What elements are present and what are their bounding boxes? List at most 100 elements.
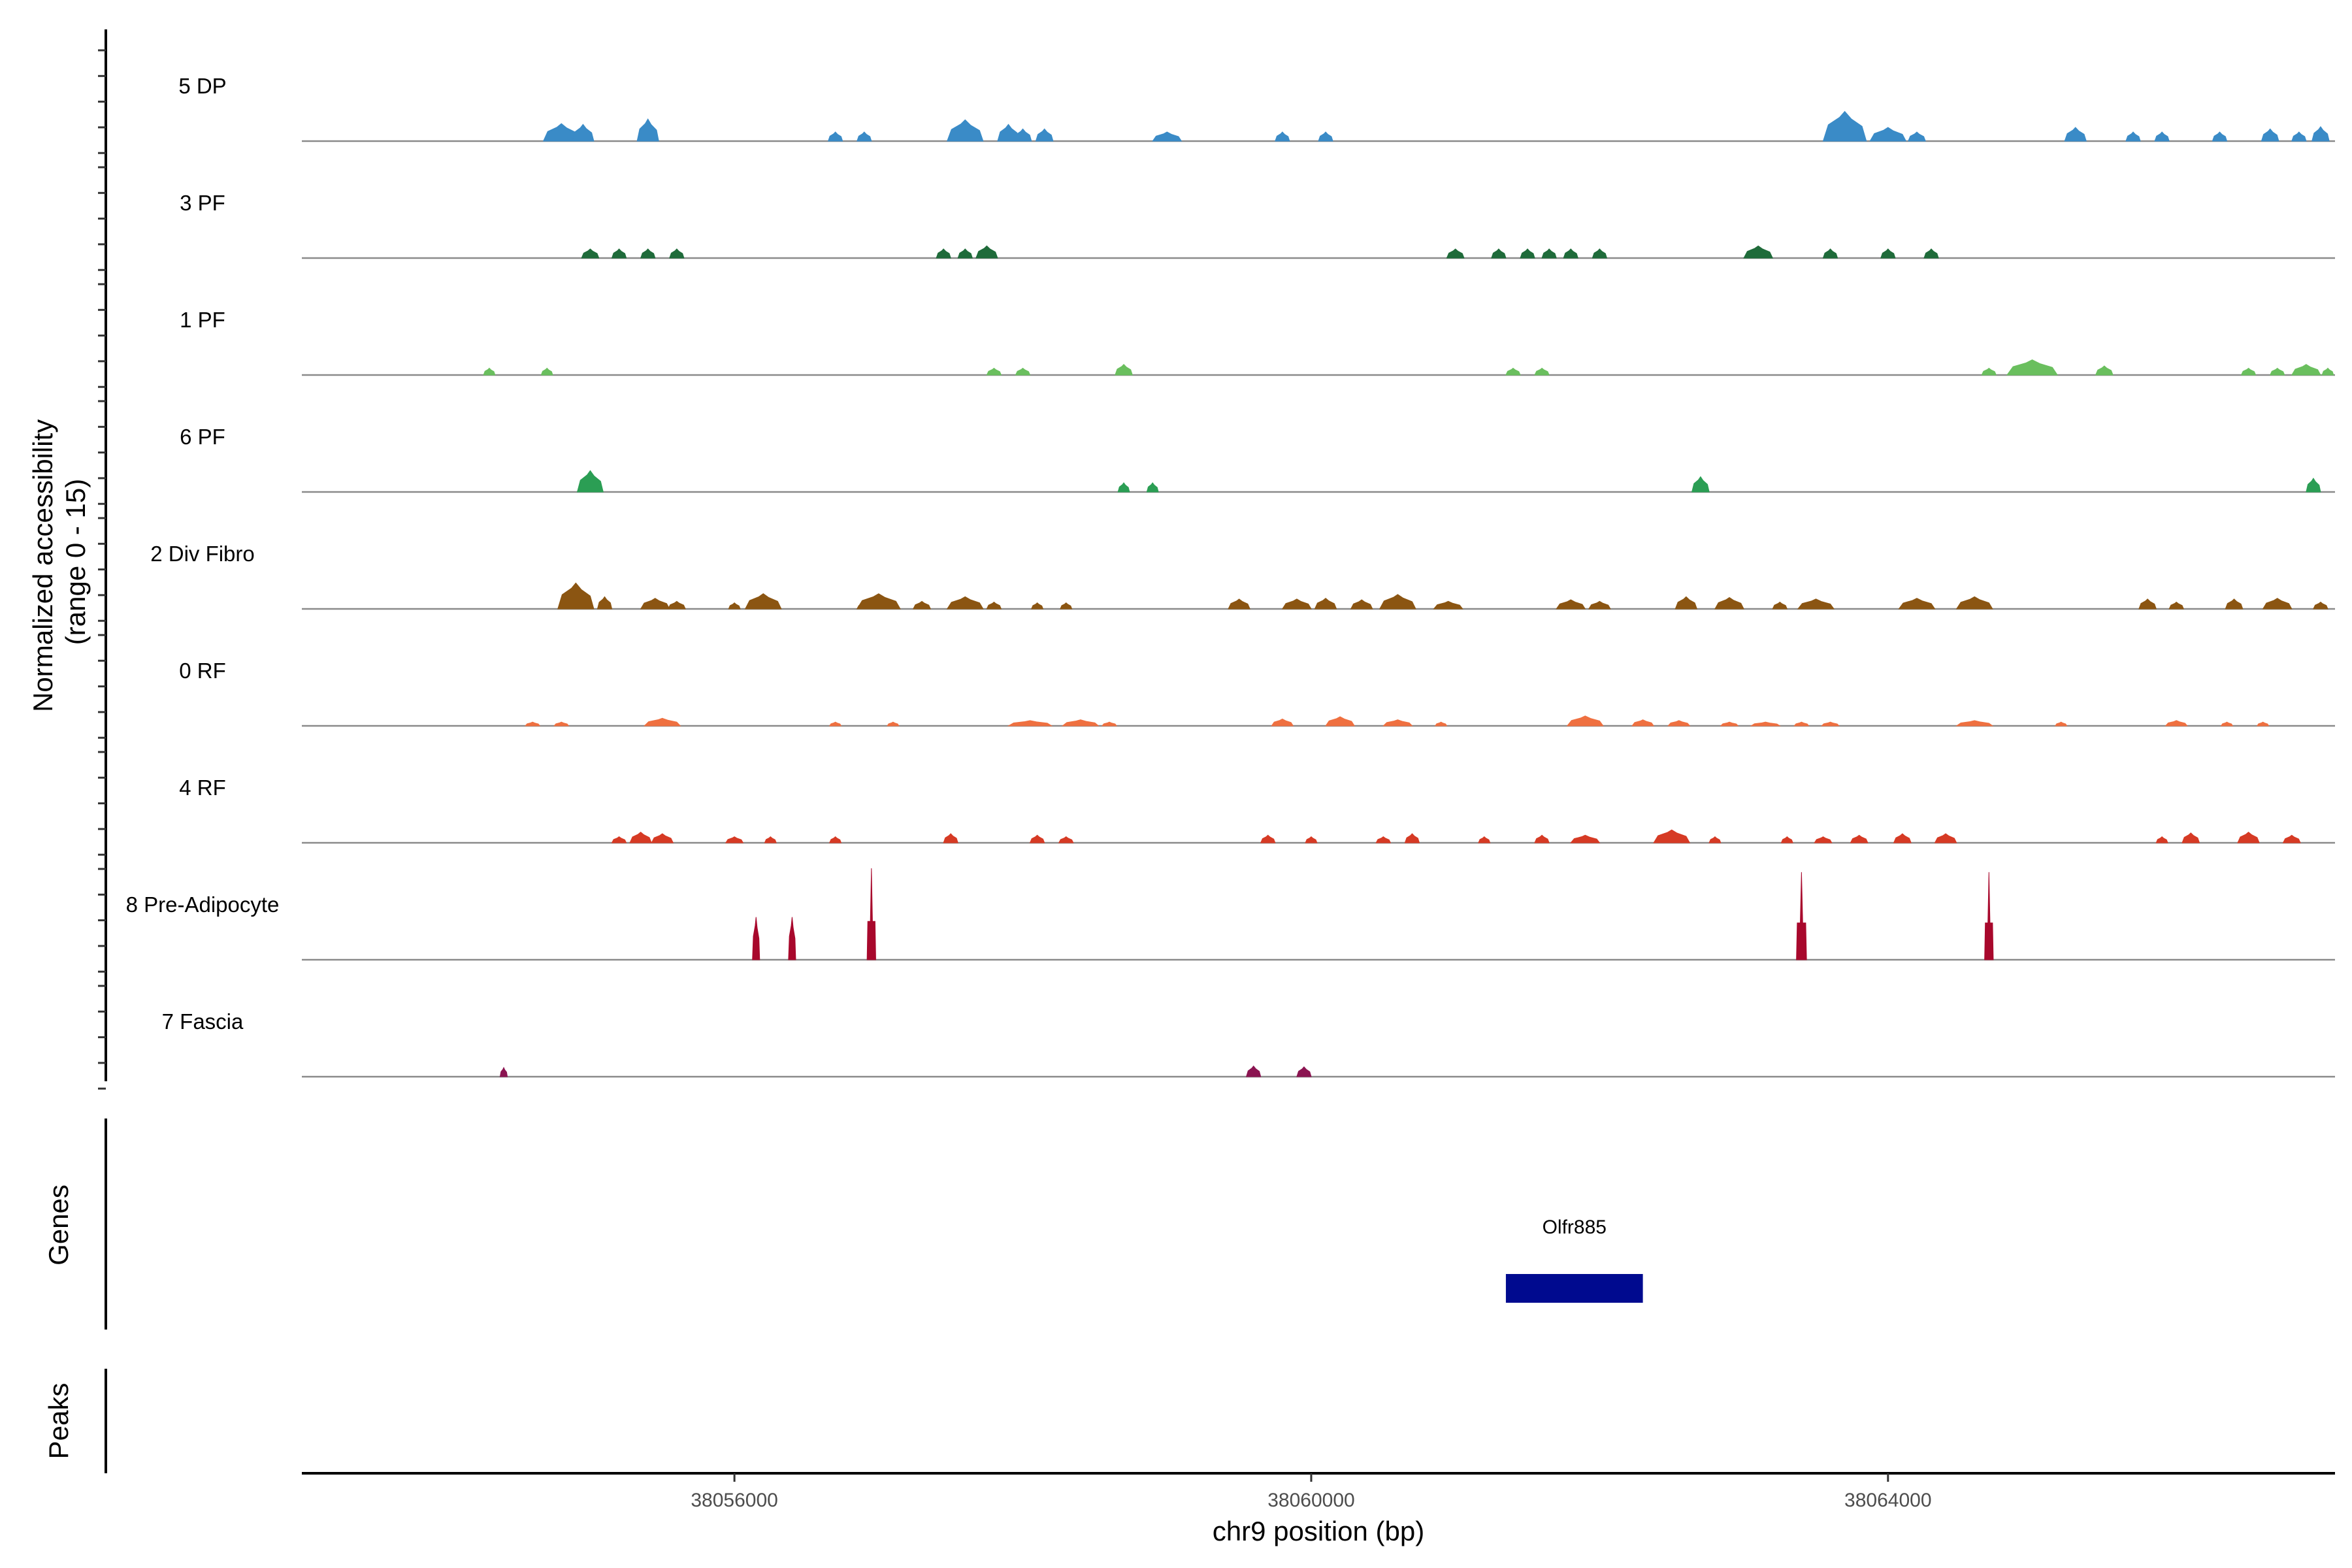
coverage-peak xyxy=(1592,248,1608,259)
coverage-peak xyxy=(611,836,627,843)
track-3-pf: 3 PF xyxy=(180,191,2335,259)
coverage-peak xyxy=(1146,482,1159,493)
coverage-peak xyxy=(2220,721,2234,727)
track-label: 6 PF xyxy=(180,425,225,449)
coverage-peak xyxy=(827,131,843,142)
coverage-peak xyxy=(2256,721,2270,727)
coverage-peak xyxy=(2306,478,2321,493)
coverage-peak xyxy=(1955,720,1994,727)
coverage-peak xyxy=(946,119,984,142)
coverage-peak xyxy=(1007,720,1053,727)
coverage-peak xyxy=(1115,363,1133,376)
coverage-peak xyxy=(540,367,553,376)
coverage-peak xyxy=(957,248,973,259)
coverage-peak xyxy=(557,582,595,610)
coverage-peak xyxy=(1260,834,1276,843)
coverage-peak xyxy=(986,367,1002,376)
coverage-peak xyxy=(2262,598,2293,610)
coverage-peak xyxy=(866,868,876,960)
track-label: 0 RF xyxy=(179,659,226,683)
coverage-peak xyxy=(1674,596,1698,610)
coverage-peak xyxy=(1520,248,1535,259)
coverage-peak xyxy=(596,596,613,610)
coverage-peak xyxy=(1667,720,1691,727)
coverage-peak xyxy=(1556,599,1586,610)
coverage-y-title-line2: (range 0 - 15) xyxy=(60,479,91,645)
coverage-peak xyxy=(1780,836,1793,843)
coverage-peak xyxy=(1797,598,1835,610)
coverage-peak xyxy=(2212,131,2228,142)
coverage-peak xyxy=(1822,248,1838,259)
coverage-peak xyxy=(611,248,627,259)
coverage-peak xyxy=(1923,248,1939,259)
coverage-peak xyxy=(1566,715,1604,727)
coverage-peak xyxy=(2269,367,2285,376)
coverage-peak xyxy=(1433,600,1463,610)
coverage-y-axis-title: Normalized accessibility (range 0 - 15) xyxy=(27,412,91,712)
coverage-peak xyxy=(2154,131,2170,142)
coverage-peak xyxy=(1350,599,1373,610)
coverage-peak xyxy=(1035,128,1054,142)
track-4-rf: 4 RF xyxy=(179,776,2335,844)
coverage-peak xyxy=(1898,598,1936,610)
coverage-peak xyxy=(1434,721,1448,727)
coverage-peak xyxy=(1984,872,1994,960)
coverage-peak xyxy=(943,833,958,843)
coverage-peak xyxy=(752,917,760,960)
x-axis-ticks: 38056000 38060000 38064000 xyxy=(691,1473,1932,1511)
coverage-peak xyxy=(1058,836,1074,843)
coverage-peak xyxy=(2311,125,2330,142)
coverage-peak xyxy=(667,600,686,610)
coverage-peak xyxy=(1318,131,1333,142)
x-axis-title: chr9 position (bp) xyxy=(1213,1516,1425,1546)
coverage-peak xyxy=(728,602,741,610)
coverage-peak xyxy=(913,600,932,610)
coverage-peak xyxy=(1382,719,1413,727)
x-tick-label: 38060000 xyxy=(1267,1490,1354,1511)
genes-panel-label: Genes xyxy=(43,1184,74,1266)
coverage-peak xyxy=(936,248,951,259)
peaks-panel-label: Peaks xyxy=(43,1383,74,1460)
coverage-peak xyxy=(1060,602,1073,610)
coverage-peak xyxy=(2168,601,2185,610)
coverage-tracks: 5 DP 3 PF 1 PF 6 PF 2 Div Fibro 0 RF 4 RF 8 Pre… xyxy=(126,74,2335,1078)
gene-track: Olfr885 xyxy=(1505,1217,1643,1303)
track-label: 4 RF xyxy=(179,776,226,800)
coverage-peak xyxy=(2125,131,2141,142)
coverage-peak xyxy=(1750,721,1781,727)
x-tick-label: 38064000 xyxy=(1844,1490,1931,1511)
track-7-fascia: 7 Fascia xyxy=(162,1009,2335,1078)
coverage-peak xyxy=(829,836,842,843)
coverage-peak xyxy=(2054,721,2068,727)
coverage-peak xyxy=(2291,364,2321,376)
coverage-peak xyxy=(1404,833,1420,843)
coverage-peak xyxy=(1029,834,1045,843)
coverage-peak xyxy=(651,833,674,843)
coverage-peak xyxy=(1245,1065,1262,1077)
coverage-peak xyxy=(1981,367,1997,376)
coverage-peak xyxy=(1505,367,1521,376)
track-label: 5 DP xyxy=(178,74,226,98)
coverage-peak xyxy=(975,245,998,259)
coverage-peak xyxy=(887,721,900,727)
track-label: 2 Div Fibro xyxy=(150,542,255,566)
coverage-peak xyxy=(499,1066,508,1077)
coverage-peak xyxy=(1061,719,1100,727)
coverage-peak xyxy=(2261,128,2279,142)
coverage-peak xyxy=(525,721,541,727)
coverage-peak xyxy=(1117,482,1130,493)
coverage-peak xyxy=(1570,834,1601,843)
coverage-peak xyxy=(2225,598,2244,610)
coverage-peak xyxy=(1541,248,1557,259)
coverage-peak xyxy=(1822,110,1867,142)
coverage-peak xyxy=(1296,1066,1312,1077)
track-label: 3 PF xyxy=(180,191,225,215)
coverage-peak xyxy=(1796,872,1807,960)
coverage-peak xyxy=(2064,127,2087,142)
coverage-peak xyxy=(1031,602,1044,610)
coverage-peak xyxy=(1271,718,1294,727)
coverage-peak xyxy=(2240,367,2257,376)
coverage-peak xyxy=(1869,127,1907,142)
